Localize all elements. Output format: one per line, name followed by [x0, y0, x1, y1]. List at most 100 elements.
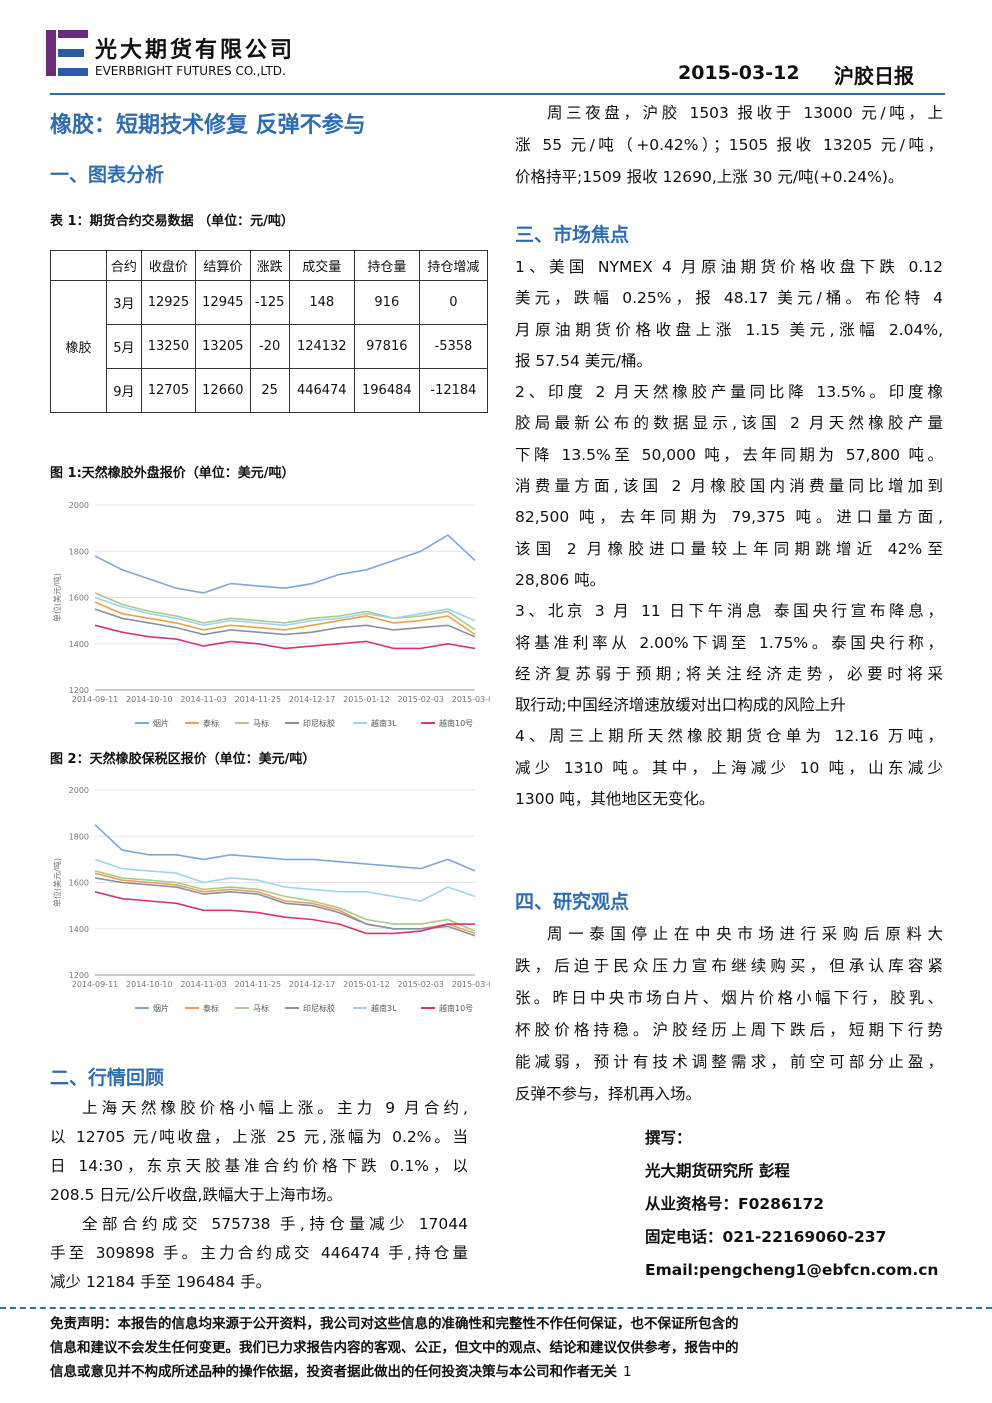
- report-date: 2015-03-12: [678, 62, 800, 84]
- table-cell: 12945: [195, 280, 251, 325]
- table-row: 合约 收盘价 结算价 涨跌 成交量 持仓量 持仓增减: [50, 250, 489, 281]
- section-heading: 三、市场焦点: [515, 224, 630, 246]
- text-line: 82,500 吨，去年同期为 79,375 吨。进口量方面,: [515, 508, 943, 527]
- table-cell: 持仓量: [353, 250, 420, 281]
- y-tick-label: 1400: [69, 640, 89, 649]
- series-line: [94, 601, 476, 636]
- footer-rule: [0, 1307, 992, 1309]
- text-line: 下降 13.5%至 50,000 吨，去年同期为 57,800 吨。: [515, 445, 943, 464]
- text-line: 3、北京 3 月 11 日下午消息 泰国央行宣布降息，: [515, 602, 943, 621]
- table-cell: 916: [353, 280, 420, 325]
- text-line: 208.5 日元/公斤收盘,跌幅大于上海市场。: [50, 1186, 342, 1204]
- author-line: Email:pengcheng1@ebfcn.com.cn: [645, 1261, 939, 1279]
- table-cell: 9月: [106, 368, 142, 413]
- table-cell: 124132: [288, 324, 355, 369]
- disclaimer-line: 信息或意见并不构成所述品种的操作依据，投资者据此做出的任何投资决策与本公司和作者…: [50, 1364, 632, 1380]
- text-line: 上海天然橡胶价格小幅上涨。主力 9 月合约,: [82, 1099, 468, 1117]
- text-line: 美元，跌幅 0.25%，报 48.17 美元/桶。布伦特 4: [515, 289, 943, 308]
- table-cell: -12184: [418, 368, 489, 413]
- table-cell: 12705: [140, 368, 197, 413]
- x-tick-label: 2014-11-25: [235, 980, 282, 989]
- series-line: [94, 534, 476, 594]
- y-tick-label: 2000: [69, 501, 89, 510]
- table-cell: 成交量: [288, 250, 355, 281]
- y-tick-label: 1400: [69, 925, 89, 934]
- text-line: 日 14:30，东京天胶基准合约价格下跌 0.1%，以: [50, 1157, 468, 1175]
- legend-label: 越南10号: [439, 718, 473, 728]
- y-tick-label: 1800: [69, 832, 89, 841]
- x-tick-label: 2015-02-03: [397, 695, 444, 704]
- table-cell: -125: [249, 280, 290, 325]
- text-line: 跌，后迫于民众压力宣布继续购买，但承认库容紧: [515, 957, 943, 975]
- section-heading: 四、研究观点: [515, 891, 630, 913]
- table-cell: 196484: [353, 368, 420, 413]
- text-line: 1、美国 NYMEX 4 月原油期货价格收盘下跌 0.12: [515, 258, 943, 276]
- header-rule: [50, 93, 945, 95]
- x-tick-label: 2014-11-03: [180, 980, 227, 989]
- y-tick-label: 1600: [69, 879, 89, 888]
- section-heading: 二、行情回顾: [50, 1067, 165, 1089]
- title: 橡胶：短期技术修复 反弹不参与: [50, 113, 366, 138]
- legend-label: 马标: [253, 718, 269, 728]
- table-cell: 0: [418, 280, 489, 325]
- series-line: [94, 608, 476, 638]
- x-tick-label: 2015-01-12: [343, 695, 390, 704]
- x-tick-label: 2015-02-03: [397, 980, 444, 989]
- legend-label: 印尼标胶: [303, 1003, 335, 1013]
- text-line: 报 57.54 美元/桶。: [515, 351, 652, 370]
- paragraphs: 上海天然橡胶价格小幅上涨。主力 9 月合约, 以 12705 元/吨收盘，上涨 2…: [50, 1094, 468, 1297]
- paragraph: 周三夜盘，沪胶 1503 报收于 13000 元/吨，上涨 55 元/吨（+0.…: [515, 97, 943, 193]
- data-table: 合约 收盘价 结算价 涨跌 成交量 持仓量 持仓增减 橡胶 3月 12925 12945 -125 14…: [50, 250, 489, 413]
- table-cell: 涨跌: [249, 250, 290, 281]
- table-row: 5月 13250 13205 -20 124132 97816 -5358: [51, 324, 489, 369]
- x-tick-label: 2014-11-03: [180, 695, 227, 704]
- text-line: 1300 吨，其他地区无变化。: [515, 790, 715, 809]
- text-line: 经济复苏弱于预期;将关注经济走势，必要时将采: [515, 664, 943, 683]
- text-line: 涨 55 元/吨（+0.42%）；1505 报收 13205 元/吨，: [515, 136, 943, 154]
- x-tick-label: 2014-12-17: [289, 695, 336, 704]
- text-line: 将基准利率从 2.00%下调至 1.75%。泰国央行称，: [515, 633, 943, 652]
- table-cell: 13250: [140, 324, 197, 369]
- series-line: [94, 592, 476, 631]
- table-cell: 25: [249, 368, 290, 413]
- x-tick-label: 2015-03-06: [452, 695, 490, 704]
- series-line: [94, 870, 476, 932]
- x-tick-label: 2014-10-10: [126, 695, 173, 704]
- table-cell: 97816: [353, 324, 420, 369]
- table-cell: -20: [249, 324, 290, 369]
- series-line: [94, 596, 476, 627]
- legend-label: 印尼标胶: [303, 718, 335, 728]
- y-tick-label: 1600: [69, 594, 89, 603]
- text-line: 全部合约成交 575738 手,持仓量减少 17044: [82, 1215, 468, 1233]
- table-cell: -5358: [418, 324, 489, 369]
- y-tick-label: 1200: [69, 686, 89, 695]
- y-tick-label: 1200: [69, 971, 89, 980]
- table-cell: 收盘价: [140, 250, 197, 281]
- table-cell: [50, 250, 107, 281]
- table-cell: 合约: [106, 250, 142, 281]
- legend-label: 泰标: [203, 718, 219, 728]
- table-cell: 148: [288, 280, 355, 325]
- series-line: [94, 824, 476, 872]
- legend-label: 烟片: [153, 1003, 169, 1013]
- section-heading: 一、图表分析: [50, 164, 165, 186]
- legend-label: 越南3L: [371, 718, 397, 728]
- company-cn: 光大期货有限公司: [95, 38, 296, 63]
- legend-label: 越南3L: [371, 1003, 397, 1013]
- x-tick-label: 2015-03-06: [452, 980, 490, 989]
- text-line: 2、印度 2 月天然橡胶产量同比降 13.5%。印度橡: [515, 383, 943, 402]
- y-tick-label: 1800: [69, 547, 89, 556]
- company-en: EVERBRIGHT FUTURES CO.,LTD.: [95, 64, 286, 78]
- table-cell: 13205: [195, 324, 251, 369]
- series-line: [94, 858, 476, 902]
- author-line: 撰写：: [645, 1129, 692, 1147]
- y-axis-label: 单位(美元/吨): [52, 573, 62, 622]
- paragraphs: 1、美国 NYMEX 4 月原油期货价格收盘下跌 0.12 美元，跌幅 0.25%…: [515, 252, 943, 815]
- disclaimer-line: 免责声明：本报告的信息均来源于公开资料，我公司对这些信息的准确性和完整性不作任何…: [50, 1316, 739, 1332]
- text-line: 杯胶价格持稳。沪胶经历上周下跌后，短期下行势: [515, 1021, 943, 1039]
- table-cell: 446474: [288, 368, 355, 413]
- y-tick-label: 2000: [69, 786, 89, 795]
- table-cell: 橡胶: [50, 280, 107, 413]
- report-name: 沪胶日报: [834, 64, 914, 88]
